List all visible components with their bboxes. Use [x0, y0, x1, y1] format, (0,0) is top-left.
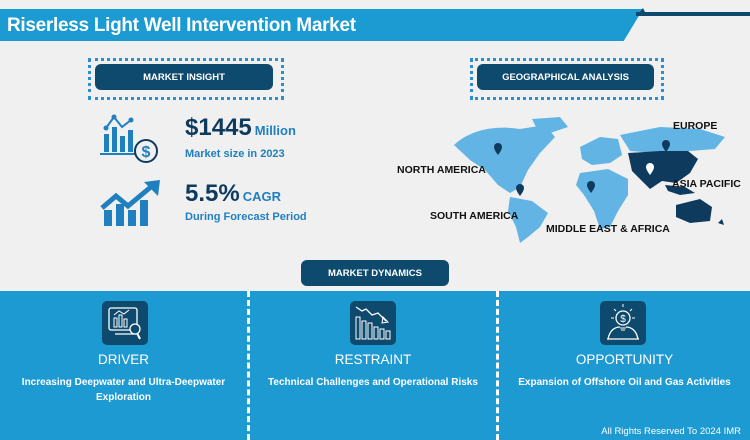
title-banner	[0, 9, 643, 41]
market-insight-frame	[88, 58, 284, 100]
market-size-caption: Market size in 2023	[185, 148, 285, 160]
driver-panel: DRIVER Increasing Deepwater and Ultra-De…	[0, 291, 247, 440]
region-label-middle-east-africa: MIDDLE EAST & AFRICA	[546, 223, 670, 235]
market-size-value: $1445	[185, 114, 252, 141]
location-pin-icon-highlight	[646, 163, 654, 175]
restraint-title: RESTRAINT	[334, 352, 412, 367]
restraint-panel: RESTRAINT Technical Challenges and Opera…	[250, 291, 496, 440]
market-insight-label: MARKET INSIGHT	[95, 64, 273, 90]
opportunity-panel: $ OPPORTUNITY Expansion of Offshore Oil …	[499, 291, 750, 440]
title-rule	[636, 12, 750, 16]
analytics-magnifier-icon	[102, 301, 148, 345]
region-label-south-america: SOUTH AMERICA	[430, 210, 519, 222]
driver-title: DRIVER	[97, 352, 149, 367]
dynamics-panels: DRIVER Increasing Deepwater and Ultra-De…	[0, 291, 750, 440]
copyright-notice: All Rights Reserved To 2024 IMR	[601, 426, 741, 437]
svg-text:$: $	[620, 314, 626, 325]
cagr-caption: During Forecast Period	[185, 211, 307, 223]
cagr-unit: CAGR	[242, 189, 281, 204]
lightbulb-dollar-icon: $	[600, 301, 646, 345]
declining-chart-icon	[350, 301, 396, 345]
panel-divider	[496, 291, 499, 440]
panel-divider	[247, 291, 250, 440]
region-label-north-america: NORTH AMERICA	[397, 164, 486, 176]
cagr-value: 5.5%	[185, 180, 240, 207]
cagr-row: 5.5% CAGR	[185, 180, 281, 208]
market-dynamics-label: MARKET DYNAMICS	[301, 260, 449, 286]
bar-chart-dollar-icon: $	[100, 114, 158, 163]
opportunity-text: Expansion of Offshore Oil and Gas Activi…	[518, 377, 731, 388]
market-size-unit: Million	[254, 123, 296, 138]
opportunity-title: OPPORTUNITY	[575, 352, 674, 367]
region-label-asia-pacific: ASIA PACIFIC	[672, 178, 741, 190]
geographical-analysis-frame	[470, 58, 664, 100]
geographical-analysis-label: GEOGRAPHICAL ANALYSIS	[477, 64, 654, 90]
growth-arrow-chart-icon	[100, 180, 160, 226]
page-title: Riserless Light Well Intervention Market	[7, 15, 356, 36]
restraint-text: Technical Challenges and Operational Ris…	[268, 377, 478, 388]
region-label-europe: EUROPE	[673, 120, 718, 132]
market-size-row: $1445 Million	[185, 114, 296, 142]
location-pin-icon	[494, 140, 670, 196]
driver-text: Increasing Deepwater and Ultra-Deepwater…	[21, 377, 226, 403]
svg-text:$: $	[142, 144, 151, 161]
world-map	[454, 117, 725, 243]
